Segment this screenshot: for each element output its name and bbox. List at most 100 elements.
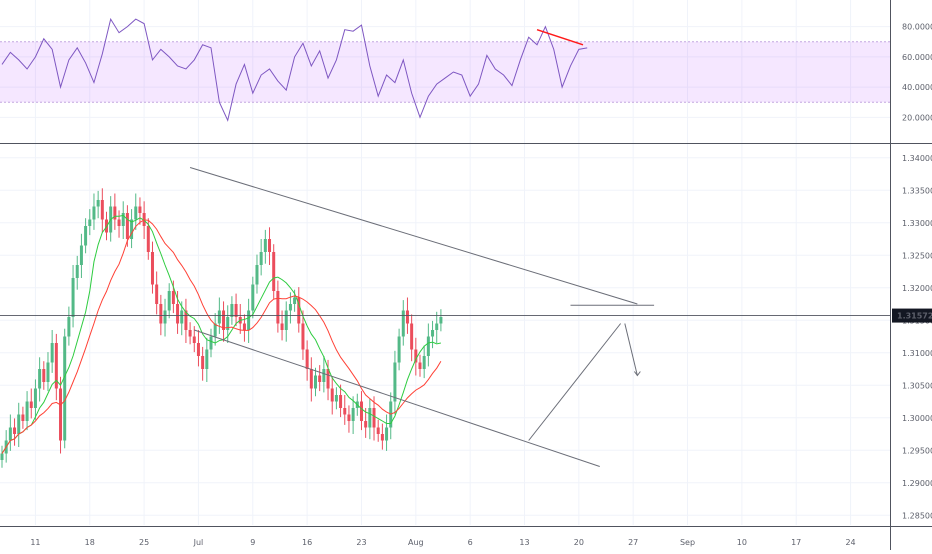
candle-body[interactable] [359, 401, 363, 422]
candle-body[interactable] [330, 388, 334, 402]
candle-body[interactable] [305, 349, 309, 370]
candle-body[interactable] [188, 330, 192, 337]
candle-body[interactable] [63, 336, 67, 441]
candle-body[interactable] [263, 239, 267, 252]
candle-body[interactable] [213, 323, 217, 337]
candle-body[interactable] [33, 388, 37, 409]
candle-body[interactable] [176, 304, 180, 324]
candle-body[interactable] [46, 362, 50, 383]
candle-body[interactable] [130, 219, 134, 240]
candle-body[interactable] [376, 427, 380, 435]
candle-body[interactable] [71, 278, 75, 317]
candle-body[interactable] [268, 239, 272, 252]
candle-body[interactable] [38, 369, 42, 389]
trend-line[interactable] [189, 167, 638, 305]
candle-body[interactable] [155, 284, 159, 305]
candle-body[interactable] [314, 375, 317, 389]
candle-body[interactable] [117, 219, 121, 227]
candle-body[interactable] [247, 310, 251, 331]
rsi-divergence-line[interactable] [536, 28, 584, 46]
candle-body[interactable] [59, 388, 63, 441]
candle-body[interactable] [0, 453, 4, 461]
candle-body[interactable] [184, 310, 188, 331]
candle-body[interactable] [339, 395, 343, 408]
candle-body[interactable] [326, 369, 330, 389]
candle-body[interactable] [334, 395, 338, 402]
candle-body[interactable] [96, 200, 100, 207]
candle-body[interactable] [284, 310, 288, 331]
candle-body[interactable] [414, 349, 418, 363]
candle-body[interactable] [217, 310, 221, 324]
candle-body[interactable] [426, 336, 430, 357]
candle-body[interactable] [146, 226, 150, 252]
candle-body[interactable] [121, 213, 125, 226]
candle-body[interactable] [79, 245, 83, 266]
candle-body[interactable] [288, 304, 292, 311]
candle-body[interactable] [167, 291, 171, 311]
arrow-line[interactable] [624, 323, 638, 376]
candle-body[interactable] [134, 206, 138, 220]
candle-body[interactable] [13, 427, 17, 435]
candle-body[interactable] [297, 297, 301, 324]
rsi-line[interactable] [1, 17, 588, 122]
candle-body[interactable] [410, 323, 414, 350]
candle-body[interactable] [171, 291, 175, 304]
candle-body[interactable] [364, 421, 368, 428]
candle-body[interactable] [163, 310, 167, 324]
candle-body[interactable] [75, 265, 79, 278]
candle-body[interactable] [380, 434, 384, 441]
candle-body[interactable] [234, 304, 238, 317]
candle-body[interactable] [422, 356, 426, 369]
candle-body[interactable] [242, 323, 246, 331]
candle-body[interactable] [29, 401, 33, 409]
price-panel[interactable] [0, 167, 890, 468]
candle-body[interactable] [368, 408, 372, 428]
trend-line[interactable] [528, 323, 622, 441]
candle-body[interactable] [196, 343, 200, 356]
candle-body[interactable] [405, 310, 409, 324]
candle-body[interactable] [92, 206, 96, 220]
candle-body[interactable] [435, 323, 439, 331]
candle-body[interactable] [372, 408, 376, 428]
candle-body[interactable] [88, 219, 92, 227]
candle-body[interactable] [226, 317, 230, 330]
candle-body[interactable] [84, 226, 88, 246]
candle-body[interactable] [418, 362, 422, 370]
candle-body[interactable] [150, 252, 154, 285]
candle-body[interactable] [318, 375, 322, 383]
candle-body[interactable] [230, 304, 234, 317]
candle-body[interactable] [113, 206, 117, 220]
candle-body[interactable] [351, 408, 355, 421]
candle-body[interactable] [347, 414, 351, 422]
candle-body[interactable] [201, 356, 205, 369]
candle-body[interactable] [393, 362, 397, 402]
candle-body[interactable] [180, 310, 184, 324]
candle-body[interactable] [322, 369, 326, 382]
candle-body[interactable] [276, 291, 280, 324]
candle-body[interactable] [397, 336, 401, 363]
candle-body[interactable] [209, 336, 213, 350]
candle-body[interactable] [272, 252, 276, 291]
candle-body[interactable] [50, 343, 54, 363]
candle-body[interactable] [54, 343, 58, 389]
candle-body[interactable] [17, 414, 21, 435]
candle-body[interactable] [8, 427, 12, 441]
candle-body[interactable] [67, 317, 71, 337]
candle-body[interactable] [255, 265, 259, 285]
candle-body[interactable] [42, 369, 46, 382]
candle-body[interactable] [259, 252, 263, 265]
candle-body[interactable] [222, 310, 226, 331]
trend-line[interactable] [194, 329, 600, 467]
candle-body[interactable] [138, 206, 142, 214]
rsi-panel[interactable] [0, 17, 890, 122]
candle-body[interactable] [280, 323, 284, 331]
candle-body[interactable] [385, 427, 389, 441]
candle-body[interactable] [125, 213, 129, 239]
candle-body[interactable] [301, 323, 305, 350]
candle-body[interactable] [431, 330, 435, 337]
candle-body[interactable] [401, 310, 405, 337]
candle-body[interactable] [251, 284, 255, 311]
candle-body[interactable] [205, 349, 209, 370]
candle-body[interactable] [309, 369, 313, 389]
